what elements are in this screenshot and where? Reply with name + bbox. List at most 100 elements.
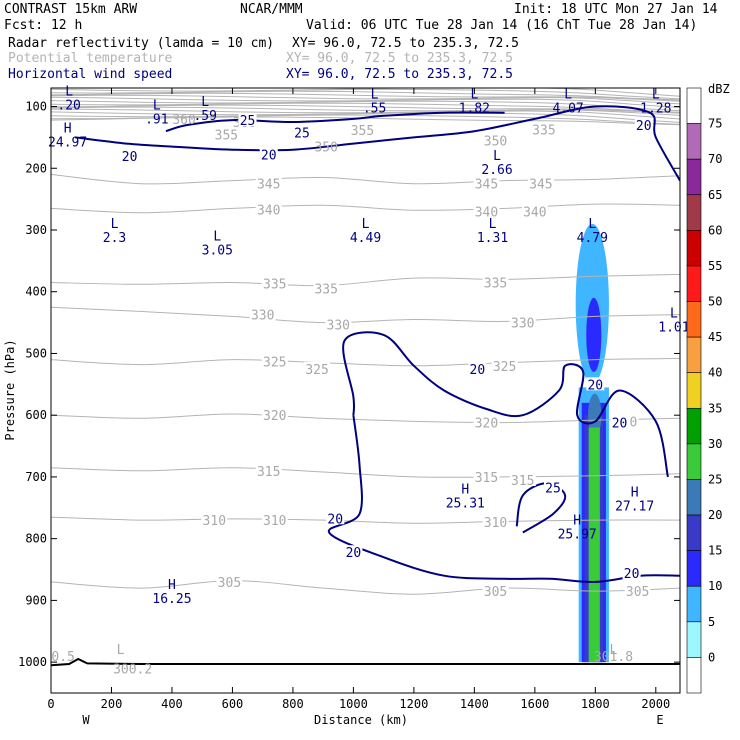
stratosphere-isentrope-0 bbox=[51, 88, 680, 97]
isentrope-label-bg bbox=[527, 176, 554, 190]
isentrope-label-310-2: 310 bbox=[484, 516, 507, 531]
isentrope-335 bbox=[51, 273, 680, 287]
wind-label-bg bbox=[259, 147, 278, 161]
extremum-marker-6: L bbox=[652, 87, 660, 102]
isentrope-label-305-1: 305 bbox=[484, 585, 507, 600]
colorbar-swatch-6 bbox=[686, 443, 702, 480]
colorbar-swatch-13 bbox=[686, 194, 702, 231]
extremum-value-11: 4.49 bbox=[350, 231, 381, 246]
extremum-marker-19: L bbox=[117, 643, 125, 658]
isentrope-extra-label-6: 335 bbox=[532, 123, 555, 138]
extremum-marker-3: L bbox=[371, 87, 379, 102]
org-label: NCAR/MMM bbox=[240, 2, 303, 17]
isentrope-label-bg bbox=[521, 204, 548, 218]
isentrope-label-bg bbox=[482, 584, 509, 598]
x-tick-label-600: 600 bbox=[222, 697, 244, 711]
extremum-marker-1: L bbox=[153, 98, 161, 113]
extremum-value-8: 2.66 bbox=[481, 163, 512, 178]
isentrope-label-325-2: 325 bbox=[493, 360, 516, 375]
wind-label-bg bbox=[292, 125, 311, 139]
extremum-marker-4: L bbox=[470, 87, 478, 102]
isentrope-label-345-0: 345 bbox=[257, 178, 280, 193]
x-tick-label-2000: 2000 bbox=[641, 697, 670, 711]
extremum-marker-16: H bbox=[631, 486, 639, 501]
isentrope-label-bg bbox=[255, 463, 282, 477]
isentrope-label-345-2: 345 bbox=[529, 178, 552, 193]
wind-label-4: 20 bbox=[636, 119, 652, 134]
extremum-marker-10: L bbox=[213, 229, 221, 244]
colorbar-label-55: 55 bbox=[708, 259, 722, 273]
extremum-value-14: 1.01 bbox=[658, 321, 689, 336]
y-axis-title: Pressure (hPa) bbox=[3, 339, 17, 440]
colorbar-swatch-3 bbox=[686, 550, 702, 587]
x-axis-east-label: E bbox=[656, 713, 663, 727]
isentrope-label-bg bbox=[313, 281, 340, 295]
x-tick-label-800: 800 bbox=[282, 697, 304, 711]
wind-label-bg bbox=[326, 511, 345, 525]
extremum-value-9: 2.3 bbox=[103, 231, 126, 246]
isentrope-label-bg bbox=[509, 473, 536, 487]
wind-label-10: 25 bbox=[545, 481, 561, 496]
stratosphere-isentrope-13 bbox=[51, 112, 680, 123]
isentrope-label-305-0: 305 bbox=[218, 576, 241, 591]
isentrope-label-310-0: 310 bbox=[203, 514, 226, 529]
colorbar-label-40: 40 bbox=[708, 366, 722, 380]
wind-label-6: 20 bbox=[587, 378, 603, 393]
colorbar-swatch-7 bbox=[686, 407, 702, 445]
isentrope-label-320-1: 320 bbox=[475, 417, 498, 432]
stratosphere-isentrope-4 bbox=[51, 94, 680, 102]
colorbar-label-75: 75 bbox=[708, 117, 722, 131]
colorbar-swatch-10 bbox=[686, 301, 702, 338]
y-tick-label-700: 700 bbox=[25, 470, 47, 484]
field-xy-wind: XY= 96.0, 72.5 to 235.3, 72.5 bbox=[286, 67, 513, 82]
isentrope-305 bbox=[51, 580, 680, 595]
isentrope-label-bg bbox=[261, 513, 288, 527]
isentrope-extra-label-4: 350 bbox=[484, 134, 507, 149]
colorbar-swatch-1 bbox=[686, 621, 702, 658]
y-tick-label-300: 300 bbox=[25, 223, 47, 237]
wind-label-2: 25 bbox=[240, 114, 256, 129]
y-tick-label-600: 600 bbox=[25, 408, 47, 422]
extremum-marker-15: H bbox=[461, 482, 469, 497]
isentrope-label-bg bbox=[216, 574, 243, 588]
isentrope-330 bbox=[51, 306, 680, 324]
isentrope-label-335-1: 335 bbox=[314, 283, 337, 298]
extremum-value-12: 1.31 bbox=[477, 231, 508, 246]
colorbar-swatch-16 bbox=[686, 87, 702, 124]
isentrope-label-315-1: 315 bbox=[475, 471, 498, 486]
isentrope-label-bg bbox=[261, 276, 288, 290]
colorbar-label-45: 45 bbox=[708, 330, 722, 344]
isentrope-label-bg bbox=[509, 315, 536, 329]
isentrope-extra-label-5: 355 bbox=[351, 124, 374, 139]
wind-label-bg bbox=[610, 415, 629, 429]
isentrope-extra-label-2: 355 bbox=[215, 128, 238, 143]
extremum-marker-5: L bbox=[564, 87, 572, 102]
isentrope-label-315-2: 315 bbox=[511, 474, 534, 489]
init-time: Init: 18 UTC Mon 27 Jan 14 bbox=[514, 2, 718, 17]
isentrope-345 bbox=[51, 173, 680, 185]
y-tick-label-900: 900 bbox=[25, 593, 47, 607]
wind-speed-layer bbox=[75, 105, 680, 583]
wind-label-bg bbox=[238, 113, 257, 127]
plot-frame bbox=[50, 87, 681, 694]
colorbar-swatch-15 bbox=[686, 123, 702, 160]
isentrope-label-bg bbox=[325, 317, 352, 331]
wind-label-7: 20 bbox=[612, 417, 628, 432]
wind-label-bg bbox=[120, 148, 139, 162]
colorbar-swatch-0 bbox=[686, 657, 702, 694]
stratosphere-isentrope-11 bbox=[51, 108, 680, 116]
isentrope-label-325-1: 325 bbox=[305, 363, 328, 378]
extremum-value-0: .20 bbox=[57, 98, 80, 113]
wind-contour-20-0 bbox=[75, 105, 680, 182]
extremum-marker-0: L bbox=[65, 84, 73, 99]
x-tick-label-1400: 1400 bbox=[460, 697, 489, 711]
reflectivity-cell-1 bbox=[586, 297, 602, 372]
extremum-marker-14: L bbox=[670, 307, 678, 322]
isentrope-label-bg bbox=[482, 275, 509, 289]
isentrope-label-345-1: 345 bbox=[475, 178, 498, 193]
isentrope-315 bbox=[51, 467, 680, 478]
field-name-theta: Potential temperature bbox=[8, 51, 173, 66]
extremum-value-2: .59 bbox=[193, 109, 216, 124]
isentrope-label-bg bbox=[249, 307, 276, 321]
